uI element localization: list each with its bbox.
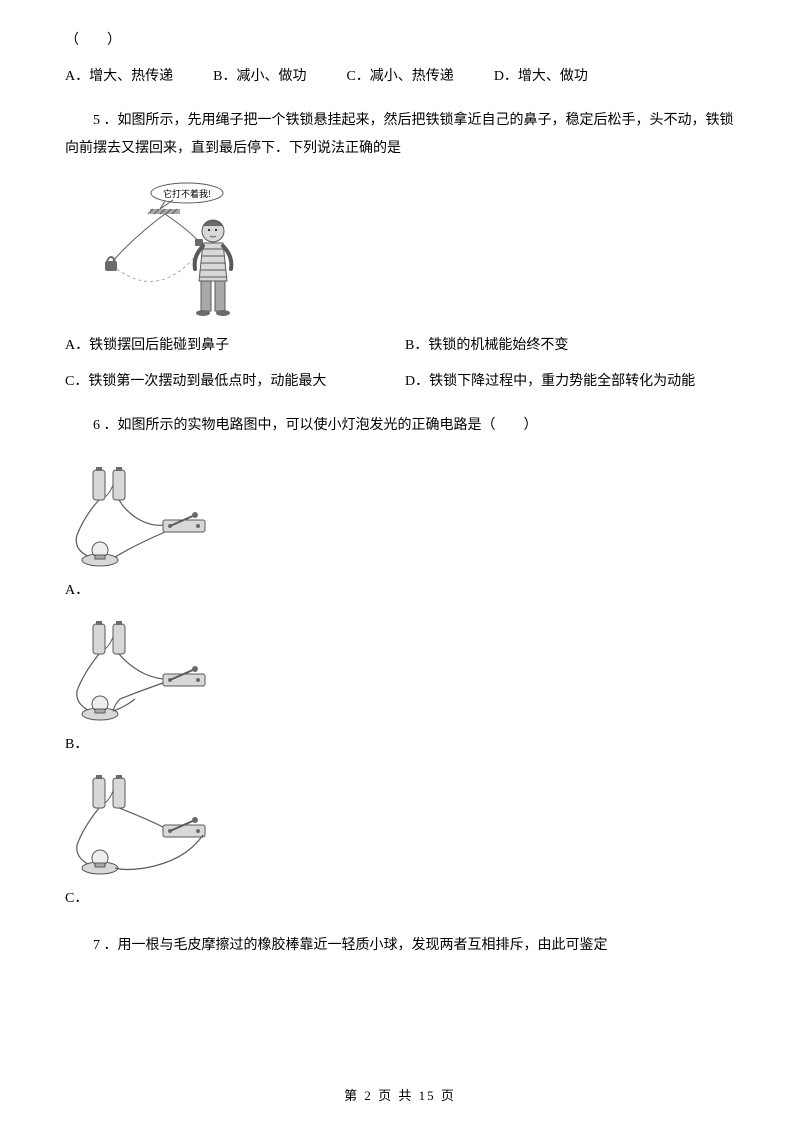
q6-opt-c-label: C． [65,887,88,907]
q4-opt-d: D．增大、做功 [494,66,588,88]
q6-stem: 6 ．如图所示的实物电路图中，可以使小灯泡发光的正确电路是（ ） [65,412,735,440]
q7-text: 用一根与毛皮摩擦过的橡胶棒靠近一轻质小球，发现两者互相排斥，由此可鉴定 [118,938,608,953]
circuit-b-illustration [65,619,230,729]
q5-opt-d: D．铁锁下降过程中，重力势能全部转化为动能 [405,371,695,393]
q6-number: 6 ． [93,418,118,433]
q4-options: A．增大、热传递 B．减小、做功 C．减小、热传递 D．增大、做功 [65,66,735,88]
q5-options: A．铁锁摆回后能碰到鼻子 B．铁锁的机械能始终不变 C．铁锁第一次摆动到最低点时… [65,335,735,394]
q4-tail: （ ） [65,30,735,52]
q6-fig-c [65,773,735,883]
circuit-c-illustration [65,773,230,883]
q5-opt-c: C．铁锁第一次摆动到最低点时，动能最大 [65,371,345,393]
q7-stem: 7 ．用一根与毛皮摩擦过的橡胶棒靠近一轻质小球，发现两者互相排斥，由此可鉴定 [65,932,735,960]
speech-text: 它打不着我! [163,188,211,199]
person [195,220,232,316]
circuit-a-illustration [65,465,230,575]
pendulum-person-illustration: 它打不着我! [95,181,255,321]
q6-opt-b-label: B． [65,733,88,753]
q5-figure: 它打不着我! [95,181,735,321]
q5-number: 5 ． [93,113,118,128]
page-footer: 第 2 页 共 15 页 [0,1085,800,1104]
q6-fig-a [65,465,735,575]
q4-opt-c: C．减小、热传递 [346,66,453,88]
q6-fig-b [65,619,735,729]
q6-opt-a-label: A． [65,579,89,599]
q5-opt-b: B．铁锁的机械能始终不变 [405,335,568,357]
q4-opt-b: B．减小、做功 [213,66,306,88]
q5-opt-a: A．铁锁摆回后能碰到鼻子 [65,335,345,357]
q5-text: 如图所示，先用绳子把一个铁锁悬挂起来，然后把铁锁拿近自己的鼻子，稳定后松手，头不… [65,113,734,156]
q4-opt-a: A．增大、热传递 [65,66,173,88]
q7-number: 7 ． [93,938,118,953]
q6-text: 如图所示的实物电路图中，可以使小灯泡发光的正确电路是（ ） [118,418,538,433]
q5-stem: 5 ．如图所示，先用绳子把一个铁锁悬挂起来，然后把铁锁拿近自己的鼻子，稳定后松手… [65,107,735,163]
page-root: （ ） A．增大、热传递 B．减小、做功 C．减小、热传递 D．增大、做功 5 … [0,0,800,1132]
